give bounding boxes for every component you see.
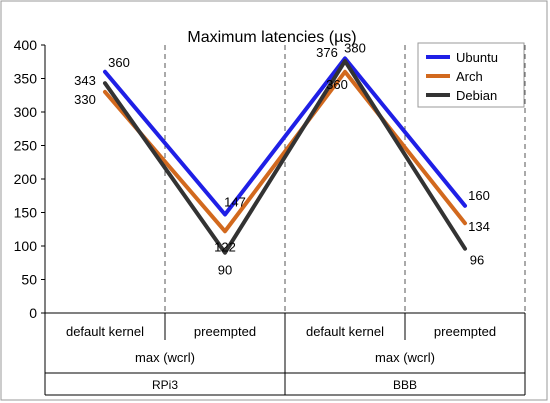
x-group-label: max (wcrl) bbox=[375, 350, 435, 365]
data-label-ubuntu: 360 bbox=[108, 55, 130, 70]
x-platform-label: RPi3 bbox=[152, 378, 178, 392]
legend-label-ubuntu: Ubuntu bbox=[456, 50, 498, 65]
data-label-arch: 134 bbox=[468, 219, 490, 234]
data-label-debian: 376 bbox=[316, 45, 338, 60]
plot-structure bbox=[44, 45, 526, 396]
legend: Ubuntu Arch Debian bbox=[417, 42, 525, 108]
legend-label-debian: Debian bbox=[456, 88, 497, 103]
x-platform-label: BBB bbox=[393, 378, 417, 392]
x-tick-label: default kernel bbox=[306, 324, 384, 339]
y-axis: 0 50 100 150 200 250 300 350 400 bbox=[14, 37, 45, 321]
y-tick-label: 100 bbox=[14, 238, 38, 254]
series-lines bbox=[103, 56, 467, 255]
data-labels: 360 147 380 160 330 122 360 134 343 90 376 96 bbox=[74, 40, 490, 277]
data-label-debian: 343 bbox=[74, 73, 96, 88]
series-line-ubuntu bbox=[103, 56, 467, 217]
x-group-label: max (wcrl) bbox=[135, 350, 195, 365]
y-tick-label: 300 bbox=[14, 104, 38, 120]
data-label-ubuntu: 380 bbox=[344, 40, 366, 55]
data-label-ubuntu: 147 bbox=[224, 195, 246, 210]
x-axis: default kernel preempted default kernel pre… bbox=[45, 324, 525, 392]
legend-label-arch: Arch bbox=[456, 69, 483, 84]
series-line-debian bbox=[103, 59, 467, 255]
y-tick-label: 0 bbox=[29, 305, 37, 321]
data-label-arch: 330 bbox=[74, 92, 96, 107]
x-tick-label: default kernel bbox=[66, 324, 144, 339]
y-tick-label: 400 bbox=[14, 37, 38, 53]
x-tick-label: preempted bbox=[434, 324, 496, 339]
y-tick-label: 150 bbox=[14, 205, 38, 221]
series-line-arch bbox=[103, 69, 467, 234]
data-label-debian: 96 bbox=[470, 253, 484, 268]
chart-title: Maximum latencies (µs) bbox=[187, 29, 356, 46]
data-label-arch: 122 bbox=[214, 239, 236, 254]
y-tick-label: 350 bbox=[14, 71, 38, 87]
y-tick-label: 250 bbox=[14, 138, 38, 154]
data-label-arch: 360 bbox=[326, 77, 348, 92]
data-label-ubuntu: 160 bbox=[468, 188, 490, 203]
x-tick-label: preempted bbox=[194, 324, 256, 339]
data-label-debian: 90 bbox=[218, 263, 232, 278]
y-tick-label: 200 bbox=[14, 171, 38, 187]
y-tick-label: 50 bbox=[21, 272, 37, 288]
